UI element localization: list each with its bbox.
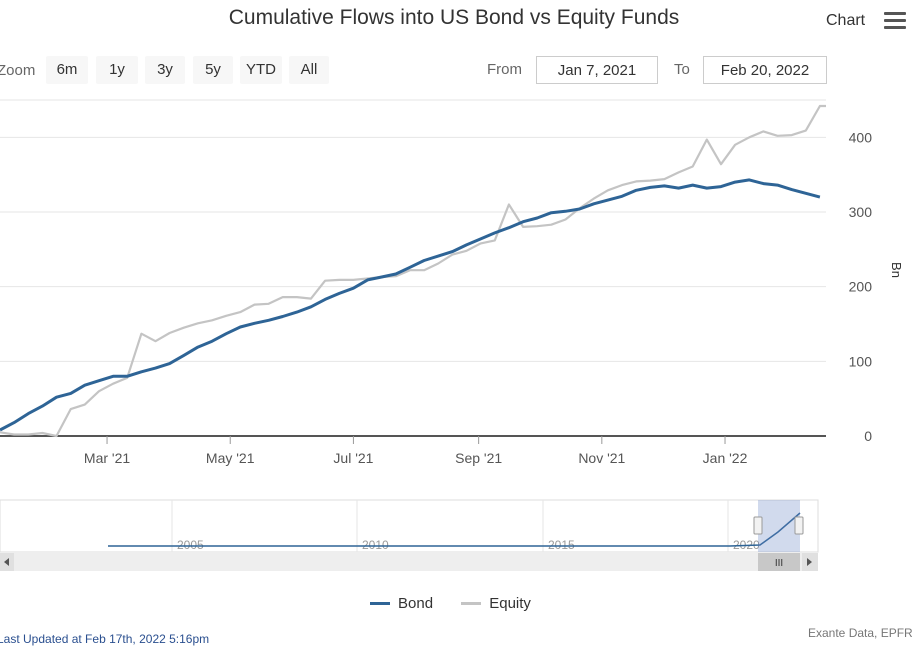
y-axis-title: Bn bbox=[889, 262, 904, 278]
last-updated-text: Last Updated at Feb 17th, 2022 5:16pm bbox=[0, 632, 210, 646]
navigator-year-label: 2010 bbox=[362, 538, 389, 552]
from-date-input[interactable]: Jan 7, 2021 bbox=[536, 56, 658, 84]
zoom-1y-button[interactable]: 1y bbox=[96, 56, 138, 84]
zoom-6m-button[interactable]: 6m bbox=[46, 56, 88, 84]
zoom-label: Zoom bbox=[0, 62, 36, 79]
from-label: From bbox=[487, 61, 522, 78]
scroll-left-arrow-icon bbox=[4, 558, 9, 566]
navigator-frame bbox=[0, 499, 819, 553]
navigator-selection[interactable] bbox=[758, 500, 800, 552]
series-line-bond[interactable] bbox=[0, 178, 821, 432]
scroll-right-arrow-icon bbox=[807, 558, 812, 566]
legend-label-bond: Bond bbox=[398, 595, 434, 612]
y-tick-label: 0 bbox=[864, 428, 872, 444]
legend: Bond Equity bbox=[370, 592, 555, 612]
zoom-3y-button[interactable]: 3y bbox=[145, 56, 185, 84]
x-tick-label: Jan '22 bbox=[703, 450, 748, 466]
equity-swatch-icon bbox=[461, 602, 482, 605]
legend-item-equity[interactable]: Equity bbox=[461, 595, 531, 612]
zoom-all-button[interactable]: All bbox=[289, 56, 329, 84]
navigator-left-handle[interactable] bbox=[753, 516, 763, 535]
navigator-series-line bbox=[108, 512, 801, 547]
y-tick-label: 100 bbox=[849, 353, 873, 369]
credits-text[interactable]: Exante Data, EPFR bbox=[808, 626, 913, 640]
y-tick-label: 400 bbox=[849, 129, 873, 145]
x-tick-label: Sep '21 bbox=[455, 450, 502, 466]
zoom-ytd-button[interactable]: YTD bbox=[240, 56, 282, 84]
x-tick-label: Mar '21 bbox=[84, 450, 130, 466]
y-tick-label: 200 bbox=[849, 279, 873, 295]
x-tick-label: Jul '21 bbox=[333, 450, 373, 466]
zoom-5y-button[interactable]: 5y bbox=[193, 56, 233, 84]
scrollbar-thumb[interactable] bbox=[758, 553, 800, 571]
y-tick-label: 300 bbox=[849, 204, 873, 220]
navigator-year-label: 2015 bbox=[548, 538, 575, 552]
scrollbar-track[interactable] bbox=[0, 553, 818, 571]
series-line-equity[interactable] bbox=[0, 104, 826, 438]
navigator-year-label: 2005 bbox=[177, 538, 204, 552]
bond-swatch-icon bbox=[370, 602, 390, 605]
to-date-input[interactable]: Feb 20, 2022 bbox=[703, 56, 827, 84]
scrollbar-grip-icon: III bbox=[775, 558, 783, 569]
axes: 0 100 200 300 400 Bn Mar '21 May '21 Jul '21 Sep … bbox=[0, 129, 904, 466]
hamburger-menu-icon[interactable] bbox=[884, 12, 906, 30]
chart-menu-label[interactable]: Chart bbox=[826, 12, 866, 29]
navigator-right-handle[interactable] bbox=[794, 516, 804, 535]
to-label: To bbox=[674, 61, 690, 78]
chart-title: Cumulative Flows into US Bond vs Equity … bbox=[228, 6, 680, 29]
series-lines bbox=[0, 104, 826, 438]
grid-lines bbox=[0, 99, 826, 362]
legend-label-equity: Equity bbox=[489, 595, 531, 612]
x-tick-label: Nov '21 bbox=[578, 450, 625, 466]
legend-item-bond[interactable]: Bond bbox=[370, 595, 433, 612]
x-tick-label: May '21 bbox=[206, 450, 255, 466]
